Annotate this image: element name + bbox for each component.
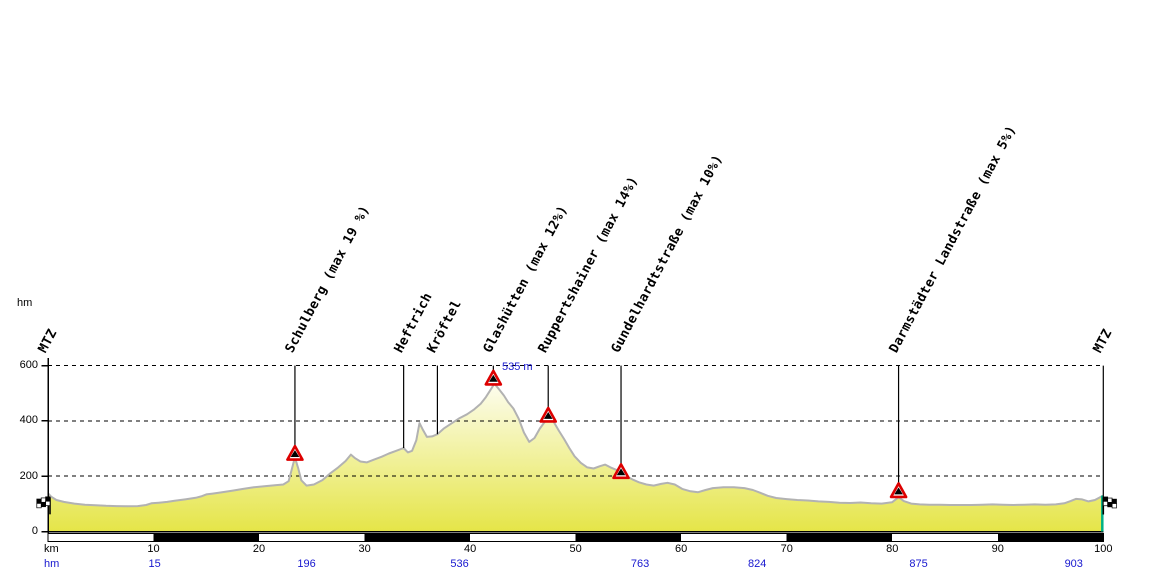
y-tick-label: 400 (19, 414, 38, 427)
x-tick-label: 60 (675, 543, 688, 555)
start-flag-icon (36, 496, 51, 515)
climb-value: 763 (630, 558, 650, 570)
y-axis-unit-label: hm (17, 297, 33, 309)
y-tick-label: 0 (31, 525, 38, 537)
x-tick-label: 80 (886, 543, 899, 555)
y-tick-label: 600 (19, 359, 38, 372)
peak-marker-inner (543, 411, 553, 419)
climb-row-label: hm (44, 558, 60, 570)
x-tick-label: 90 (991, 543, 1004, 555)
y-tick-label: 200 (19, 469, 38, 482)
km-scale-bar-segment (364, 533, 471, 542)
x-tick-label: 20 (252, 543, 266, 555)
km-scale-bar-segment (575, 533, 682, 542)
climb-value: 536 (450, 558, 469, 570)
x-tick-label: 100 (1094, 543, 1113, 555)
climb-value: 903 (1064, 558, 1083, 570)
x-axis-unit-label: km (44, 543, 59, 555)
climb-value: 196 (297, 558, 316, 570)
peak-marker-inner (290, 450, 300, 458)
finish-flag-icon (1102, 496, 1117, 515)
km-scale-bar-segment (997, 533, 1104, 542)
peak-marker-inner (894, 487, 903, 495)
x-tick-label: 10 (147, 543, 160, 555)
peak-marker-inner (616, 468, 626, 476)
climb-value: 15 (148, 558, 161, 570)
x-tick-label: 40 (463, 543, 477, 555)
peak-elevation-label: 535 m (502, 361, 533, 373)
x-tick-label: 70 (780, 543, 793, 555)
peak-marker-inner (489, 374, 498, 382)
km-scale-bar-segment (153, 533, 260, 542)
climb-value: 875 (909, 558, 928, 570)
x-tick-label: 50 (569, 543, 582, 555)
km-scale-bar-segment (786, 533, 893, 542)
climb-value: 824 (747, 558, 767, 570)
x-tick-label: 30 (358, 543, 371, 555)
